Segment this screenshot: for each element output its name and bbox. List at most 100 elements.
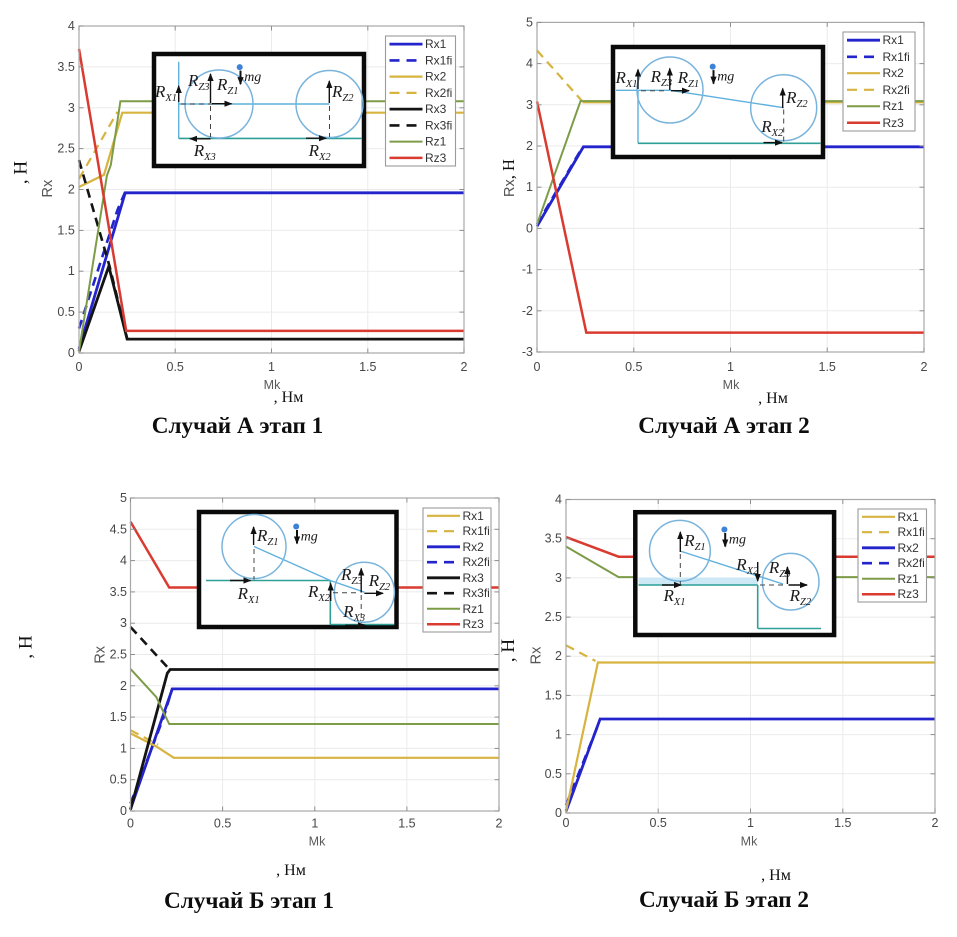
svg-text:Rx3: Rx3 [425, 102, 447, 116]
svg-text:Случай А этап 1: Случай А этап 1 [152, 413, 323, 439]
svg-text:0.5: 0.5 [650, 816, 667, 830]
svg-text:Случай Б этап 2: Случай Б этап 2 [639, 887, 809, 913]
svg-text:1.5: 1.5 [545, 688, 562, 702]
svg-text:-3: -3 [522, 345, 533, 359]
svg-text:3.5: 3.5 [545, 532, 562, 546]
svg-text:Rx2fi: Rx2fi [898, 556, 925, 570]
svg-text:Rx2fi: Rx2fi [425, 86, 452, 100]
svg-text:, Нм: , Нм [276, 862, 306, 879]
svg-text:5: 5 [526, 15, 533, 29]
svg-text:Rx2: Rx2 [898, 541, 920, 555]
svg-text:2: 2 [932, 816, 939, 830]
svg-text:Rx2fi: Rx2fi [463, 555, 490, 569]
svg-text:0: 0 [563, 816, 570, 830]
svg-text:, Нм: , Нм [761, 867, 791, 884]
svg-text:Rz1: Rz1 [425, 135, 447, 149]
svg-text:0: 0 [127, 817, 134, 831]
svg-text:Rz1: Rz1 [898, 572, 920, 586]
svg-text:1.5: 1.5 [359, 360, 376, 374]
svg-text:Rx1: Rx1 [425, 37, 447, 51]
svg-text:, Н: , Н [498, 639, 519, 663]
svg-text:1: 1 [555, 728, 562, 742]
svg-text:Rx1fi: Rx1fi [883, 50, 910, 64]
svg-text:Случай Б этап 1: Случай Б этап 1 [164, 888, 334, 914]
svg-text:Rz1: Rz1 [463, 602, 485, 616]
svg-text:2.5: 2.5 [110, 648, 127, 662]
svg-text:0.5: 0.5 [545, 767, 562, 781]
svg-text:0.5: 0.5 [214, 817, 231, 831]
svg-text:Mk: Mk [309, 835, 326, 849]
svg-text:1.5: 1.5 [57, 223, 74, 237]
svg-text:0: 0 [76, 360, 83, 374]
svg-text:3: 3 [526, 98, 533, 112]
svg-text:Rx: Rx [529, 646, 545, 664]
svg-text:Rx: Rx [40, 179, 56, 197]
svg-text:2: 2 [921, 360, 928, 374]
svg-text:2: 2 [120, 679, 127, 693]
svg-text:2.5: 2.5 [545, 610, 562, 624]
svg-text:0.5: 0.5 [110, 773, 127, 787]
svg-text:1: 1 [526, 180, 533, 194]
svg-text:2: 2 [496, 817, 503, 831]
svg-text:0: 0 [526, 221, 533, 235]
svg-text:4.5: 4.5 [110, 522, 127, 536]
svg-text:-1: -1 [522, 263, 533, 277]
svg-text:1: 1 [727, 360, 734, 374]
svg-text:Rx2: Rx2 [463, 540, 485, 554]
svg-text:3.5: 3.5 [110, 585, 127, 599]
svg-text:3: 3 [68, 101, 75, 115]
svg-text:4: 4 [68, 19, 75, 33]
svg-text:0.5: 0.5 [625, 360, 642, 374]
svg-text:Rx1fi: Rx1fi [425, 53, 452, 67]
svg-text:, Н: , Н [11, 161, 32, 185]
svg-text:Rx1fi: Rx1fi [463, 524, 490, 538]
svg-text:0: 0 [555, 806, 562, 820]
svg-text:Mk: Mk [264, 378, 281, 392]
svg-text:Rx1: Rx1 [898, 510, 920, 524]
svg-text:4: 4 [555, 493, 562, 507]
svg-text:, Нм: , Нм [274, 389, 304, 406]
svg-text:2: 2 [461, 360, 468, 374]
svg-text:4: 4 [120, 554, 127, 568]
svg-text:3: 3 [555, 571, 562, 585]
svg-text:Rx: Rx [93, 645, 109, 663]
svg-text:1.5: 1.5 [834, 816, 851, 830]
svg-text:5: 5 [120, 491, 127, 505]
svg-text:0.5: 0.5 [57, 305, 74, 319]
svg-text:Rx2: Rx2 [883, 66, 905, 80]
svg-text:2.5: 2.5 [57, 142, 74, 156]
svg-text:0: 0 [68, 346, 75, 360]
svg-text:Rx1: Rx1 [883, 33, 905, 47]
svg-text:Rx3fi: Rx3fi [463, 586, 490, 600]
svg-text:, Нм: , Нм [758, 390, 788, 407]
svg-text:Rz1: Rz1 [883, 99, 905, 113]
svg-text:mg: mg [244, 70, 261, 85]
svg-text:-2: -2 [522, 304, 533, 318]
svg-text:1: 1 [268, 360, 275, 374]
svg-text:3.5: 3.5 [57, 60, 74, 74]
svg-text:mg: mg [717, 70, 734, 85]
svg-text:Rx1: Rx1 [463, 509, 485, 523]
svg-text:mg: mg [301, 530, 318, 545]
svg-text:0.5: 0.5 [167, 360, 184, 374]
svg-text:Rz3: Rz3 [883, 116, 905, 130]
svg-text:0: 0 [534, 360, 541, 374]
svg-text:Rz3: Rz3 [425, 151, 447, 165]
svg-text:mg: mg [729, 533, 746, 548]
svg-text:1.5: 1.5 [819, 360, 836, 374]
svg-text:1: 1 [311, 817, 318, 831]
svg-text:1.5: 1.5 [110, 710, 127, 724]
svg-text:1: 1 [747, 816, 754, 830]
svg-text:Rz3: Rz3 [898, 587, 920, 601]
svg-text:Rx3fi: Rx3fi [425, 118, 452, 132]
svg-text:, Н: , Н [16, 635, 37, 659]
svg-text:Mk: Mk [723, 378, 740, 392]
svg-text:1: 1 [120, 741, 127, 755]
svg-text:Rz3: Rz3 [463, 617, 485, 631]
svg-text:1: 1 [68, 264, 75, 278]
svg-text:Случай А этап 2: Случай А этап 2 [638, 413, 809, 439]
svg-text:2: 2 [68, 183, 75, 197]
svg-text:Mk: Mk [741, 835, 758, 849]
svg-text:Rx2fi: Rx2fi [883, 83, 910, 97]
svg-text:0: 0 [120, 804, 127, 818]
